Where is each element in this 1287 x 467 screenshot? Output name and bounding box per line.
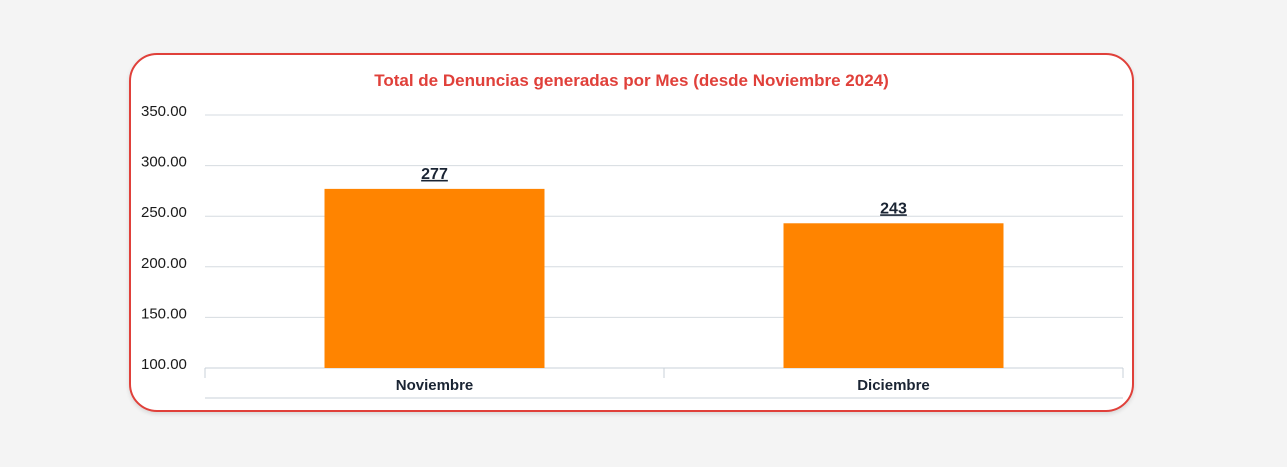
data-label-noviembre: 277 [421, 166, 448, 183]
y-tick-label: 150.00 [141, 305, 187, 322]
y-tick-label: 200.00 [141, 255, 187, 272]
chart-title: Total de Denuncias generadas por Mes (de… [374, 71, 889, 90]
x-tick-label-noviembre: Noviembre [396, 377, 474, 394]
x-tick-label-diciembre: Diciembre [857, 377, 930, 394]
y-tick-label: 300.00 [141, 154, 187, 171]
y-tick-label: 250.00 [141, 204, 187, 221]
chart-card: Total de Denuncias generadas por Mes (de… [129, 53, 1134, 412]
data-label-diciembre: 243 [880, 200, 907, 217]
bar-chart: 100.00 150.00 200.00 250.00 300.00 350.00 277 N… [141, 103, 1124, 399]
bar-diciembre [783, 223, 1004, 368]
y-tick-label: 350.00 [141, 103, 187, 120]
y-tick-label: 100.00 [141, 356, 187, 373]
bar-noviembre [324, 188, 545, 368]
